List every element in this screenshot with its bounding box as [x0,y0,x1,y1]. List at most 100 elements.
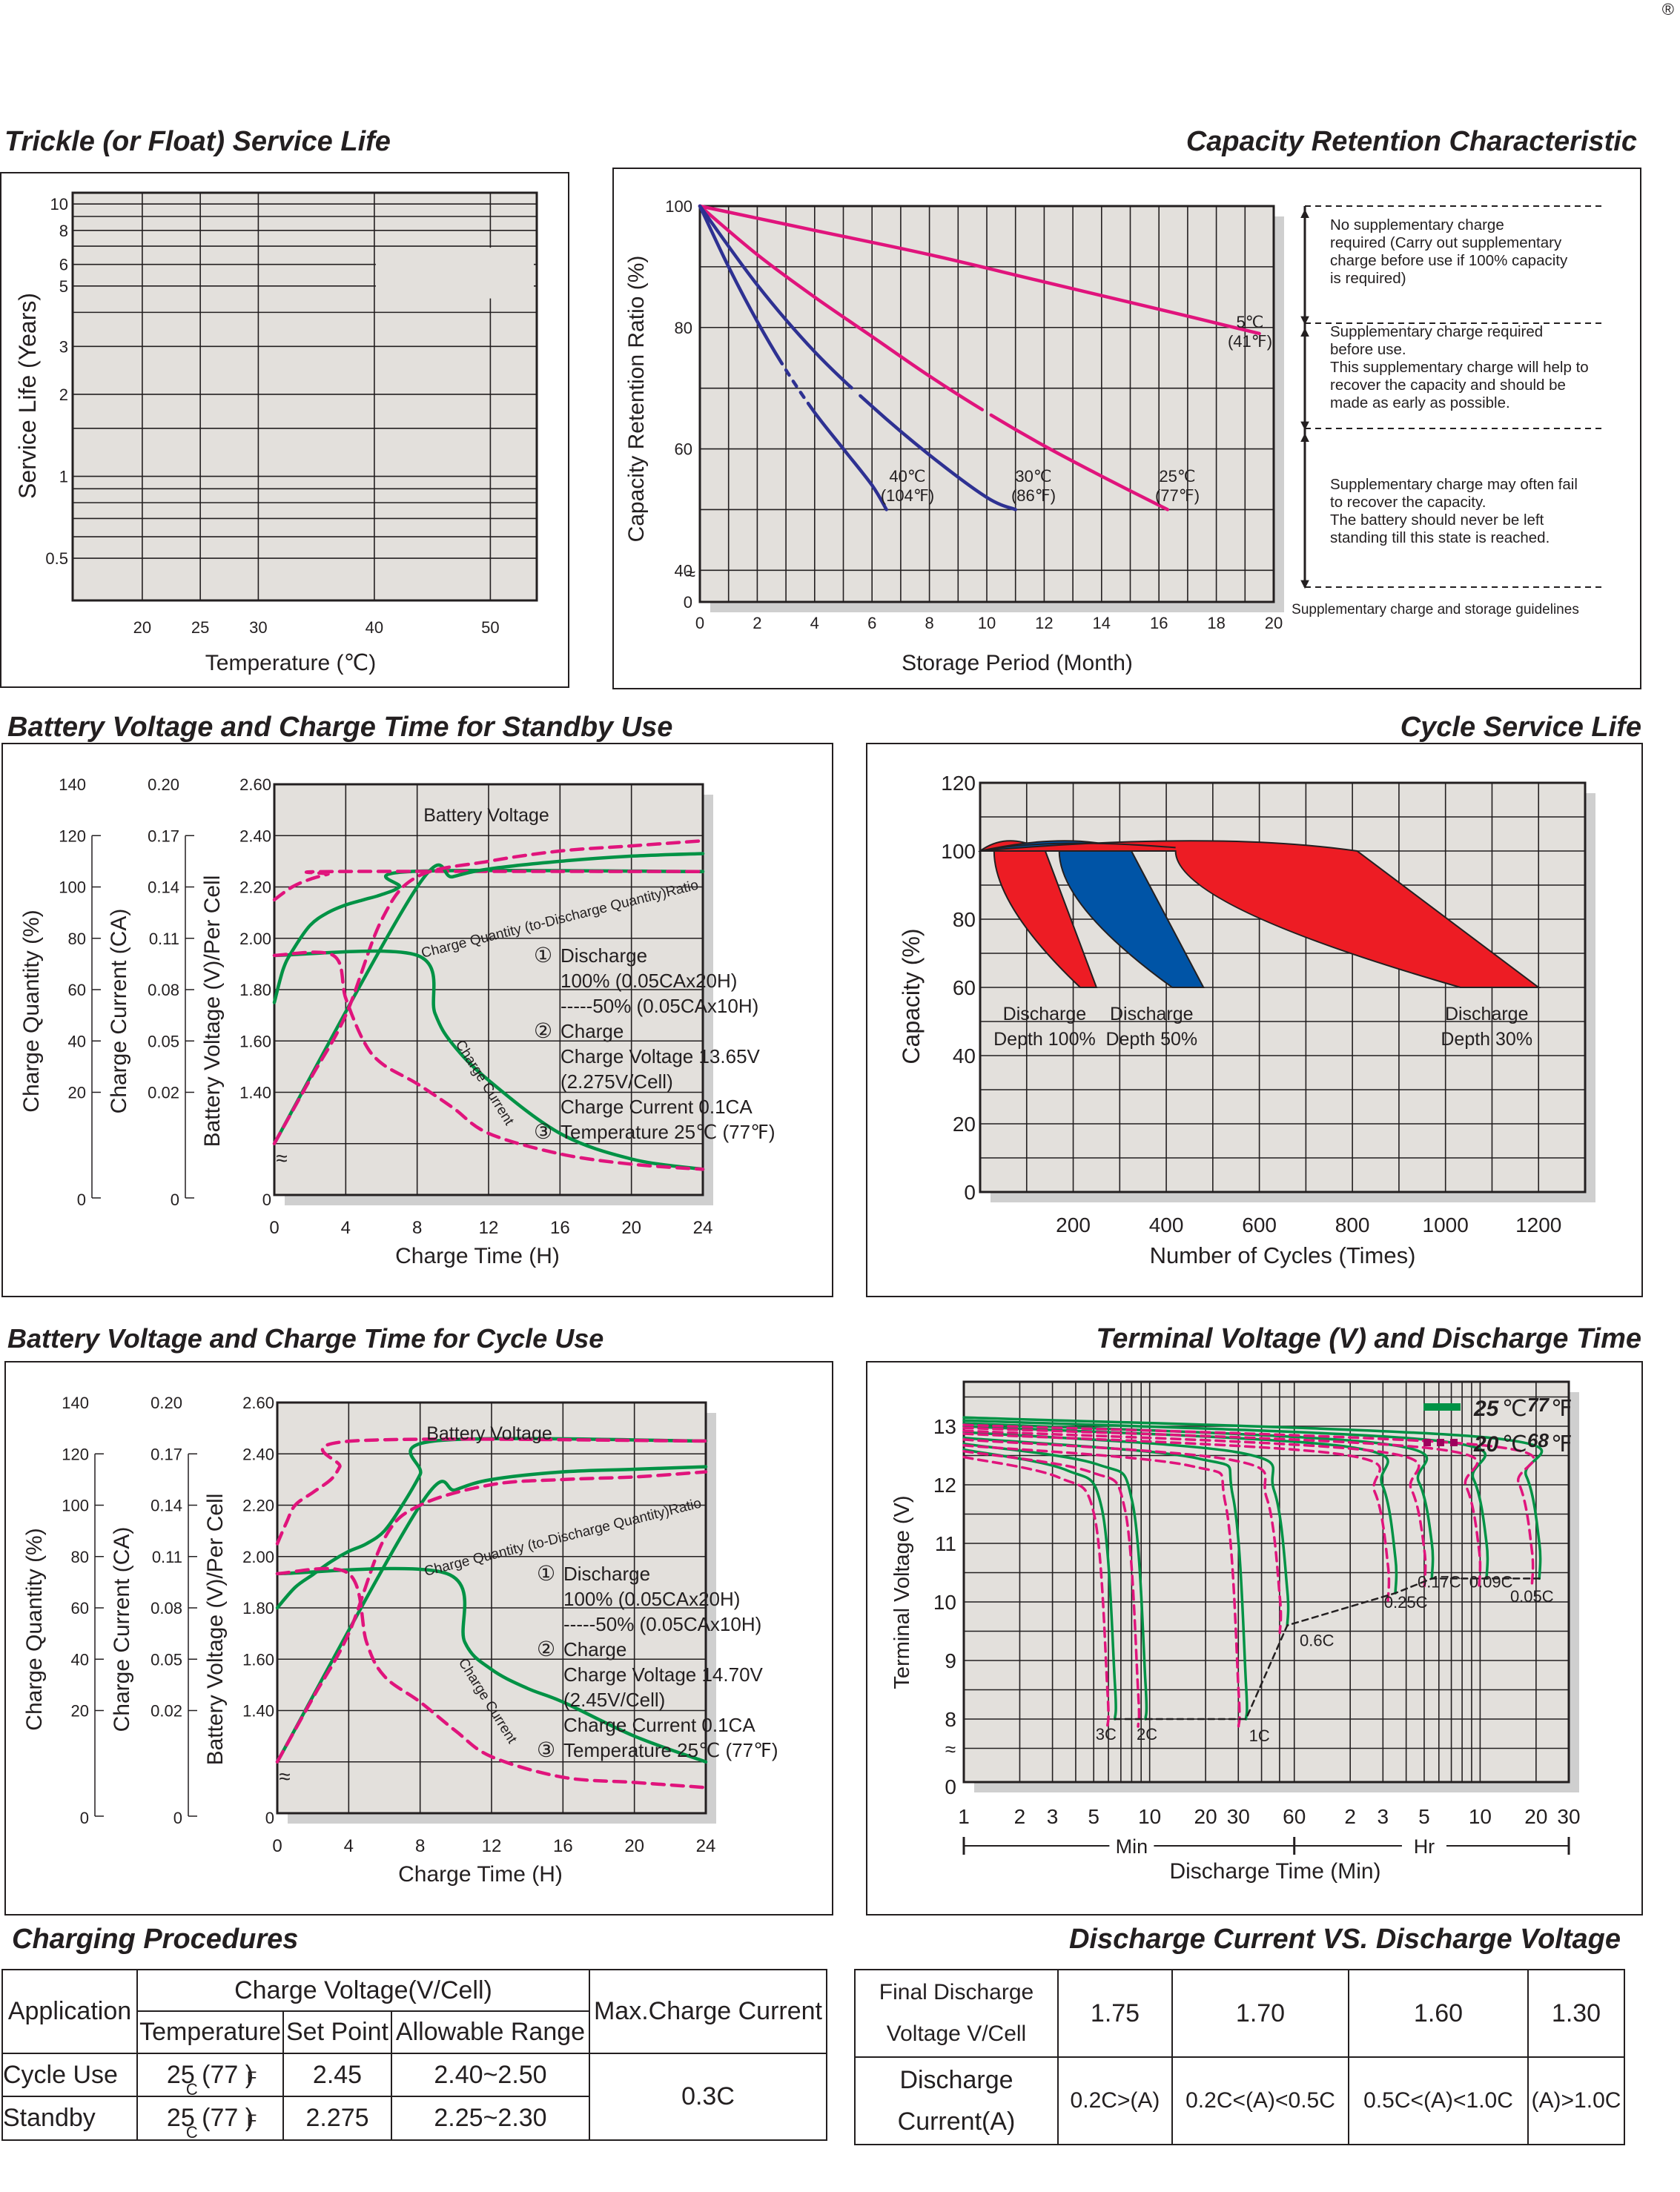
standby-legend-text: Temperature 25℃ (77℉) [560,1121,775,1143]
terminal-x-label: Discharge Time (Min) [1169,1859,1380,1884]
current-cell: 0.5C<(A)<1.0C [1348,2056,1529,2145]
retention-x-tick: 18 [1207,614,1225,632]
retention-y-tick: 0 [684,593,692,612]
cycle-use-quantity-tick: 0 [80,1809,89,1827]
cycle-life-x-tick: 600 [1242,1213,1277,1236]
cycle-use-legend-mark: ① [537,1562,555,1585]
retention-series-line [698,204,888,511]
retention-annotation: The battery should never be left [1330,511,1544,529]
trickle-x-tick: 30 [249,618,267,637]
cycle-life-y-tick: 0 [964,1181,976,1204]
standby-quantity-tick: 120 [59,827,86,845]
terminal-rate-label: 0.25C [1384,1593,1428,1612]
cycle-life-x-tick: 1200 [1515,1213,1561,1236]
standby-quantity-tick: 40 [68,1032,86,1050]
standby-series-line [272,852,705,1145]
trickle-x-tick: 40 [366,618,383,637]
terminal-unit-gap [1109,1832,1154,1859]
cycle-use-x-tick: 20 [624,1836,644,1856]
standby-voltage-tick: 1.40 [239,1084,271,1102]
trickle-blank-area [375,248,534,299]
terminal-x-tick: 5 [1418,1805,1430,1828]
cycle-use-voltage-tick: 2.60 [242,1394,274,1412]
cycle-life-envelope [979,842,1176,852]
standby-quantity-tick: 100 [59,878,86,897]
terminal-rate-label: 0.05C [1510,1587,1554,1606]
retention-x-tick: 8 [925,614,933,632]
trickle-x-label: Temperature (℃) [205,651,376,675]
standby-legend-mark: ③ [534,1120,552,1143]
terminal-series-20c [962,1423,1535,1588]
standby-voltage-tick: 2.60 [239,775,271,794]
charge-voltage-header: Charge Voltage(V/Cell) [136,1968,590,2013]
cycle-use-series-line [275,1470,708,1764]
trickle-x-tick: 50 [481,618,499,637]
registered-mark: ® [1661,0,1674,19]
terminal-x-tick: 3 [1047,1805,1059,1828]
standby-chart: 2.60 2.40 2.20 2.00 1.80 1.60 1.40 0 0.20 0.17 0.1… [19,775,775,1268]
terminal-x-tick: 20 [1194,1805,1217,1828]
retention-arrow-head: ▼ [1297,417,1312,434]
standby-legend-text: (2.275V/Cell) [560,1070,673,1093]
cycle-life-y-tick: 40 [953,1044,976,1067]
retention-annotation: is required) [1330,270,1406,287]
cycle-use-quantity-tick: 40 [71,1650,89,1669]
terminal-axis-break: ≈ [945,1738,956,1761]
application-header: Application [1,1969,138,2054]
cycle-life-band [979,840,1205,988]
voltage-cell: 1.75 [1057,1969,1173,2058]
standby-current-label: Charge Current (CA) [107,909,131,1114]
retention-annotation: before use. [1330,341,1406,358]
standby-series-line [272,870,705,902]
standby-voltage-tick: 1.80 [239,981,271,999]
terminal-series-20c [962,1449,1141,1728]
retention-series-label: (104℉) [881,486,934,505]
trickle-y-tick: 3 [59,337,68,356]
cycle-use-x-tick: 16 [553,1836,573,1856]
standby-legend-text: Charge [560,1020,624,1042]
max-current-header: Max.Charge Current [589,1969,827,2054]
cycle-life-x-tick: 800 [1335,1213,1370,1236]
discharge-table-title: Discharge Current VS. Discharge Voltage [1068,1924,1621,1955]
retention-x-tick: 6 [867,614,876,632]
standby-legend-text: 100% (0.05CAx20H) [560,970,737,992]
retention-annotation: Supplementary charge required [1330,323,1543,340]
cycle-use-voltage-curve-label: Battery Voltage [426,1423,552,1444]
cycle-use-x-tick: 12 [482,1836,502,1856]
cycle-life-x-tick: 1000 [1423,1213,1469,1236]
standby-series-line [272,950,705,1171]
terminal-series-25c [962,1419,1489,1580]
standby-series-line [272,949,705,1171]
standby-current-tick: 0.17 [148,827,179,845]
cycle-use-current-tick: 0.11 [152,1548,182,1566]
set-cell: 2.45 [282,2052,392,2098]
terminal-series-20c [962,1426,1482,1588]
set-cell: 2.275 [282,2096,392,2141]
standby-x-tick: 20 [621,1218,641,1238]
standby-current-tick: 0.11 [149,930,179,948]
cycle-use-quantity-label: Charge Quantity (%) [22,1528,47,1730]
cycle-use-series-line [275,1437,708,1546]
terminal-x-tick: 60 [1283,1805,1306,1828]
standby-x-tick: 4 [341,1218,351,1238]
range-cell: 2.40~2.50 [391,2052,590,2098]
terminal-y-tick: 11 [935,1532,956,1555]
terminal-series-20c [962,1429,1427,1588]
table-row: Cycle Use 25 (77 ) C F 2.45 2.40~2.50 0.3C [1,2052,827,2142]
retention-arrow-head: ▲ [1297,429,1312,446]
cycle-life-y-tick: 100 [941,840,976,863]
retention-y-tick: 60 [675,440,692,459]
terminal-legend-temp: 20 [1473,1432,1499,1457]
retention-y-tick: 80 [675,319,692,337]
cycle-life-band-label: Discharge [1110,1004,1194,1024]
terminal-legend-f: 77 [1527,1394,1550,1416]
standby-x-tick: 16 [550,1218,570,1238]
terminal-series-20c [962,1432,1391,1602]
cycle-use-legend-text: -----50% (0.05CAx10H) [563,1613,761,1635]
cycle-life-y-label: Capacity (%) [898,928,925,1064]
standby-voltage-tick: 2.40 [239,827,271,845]
standby-series-line [272,838,705,1145]
retention-title: Capacity Retention Characteristic [1185,126,1637,157]
standby-axis-break: ≈ [276,1147,287,1170]
